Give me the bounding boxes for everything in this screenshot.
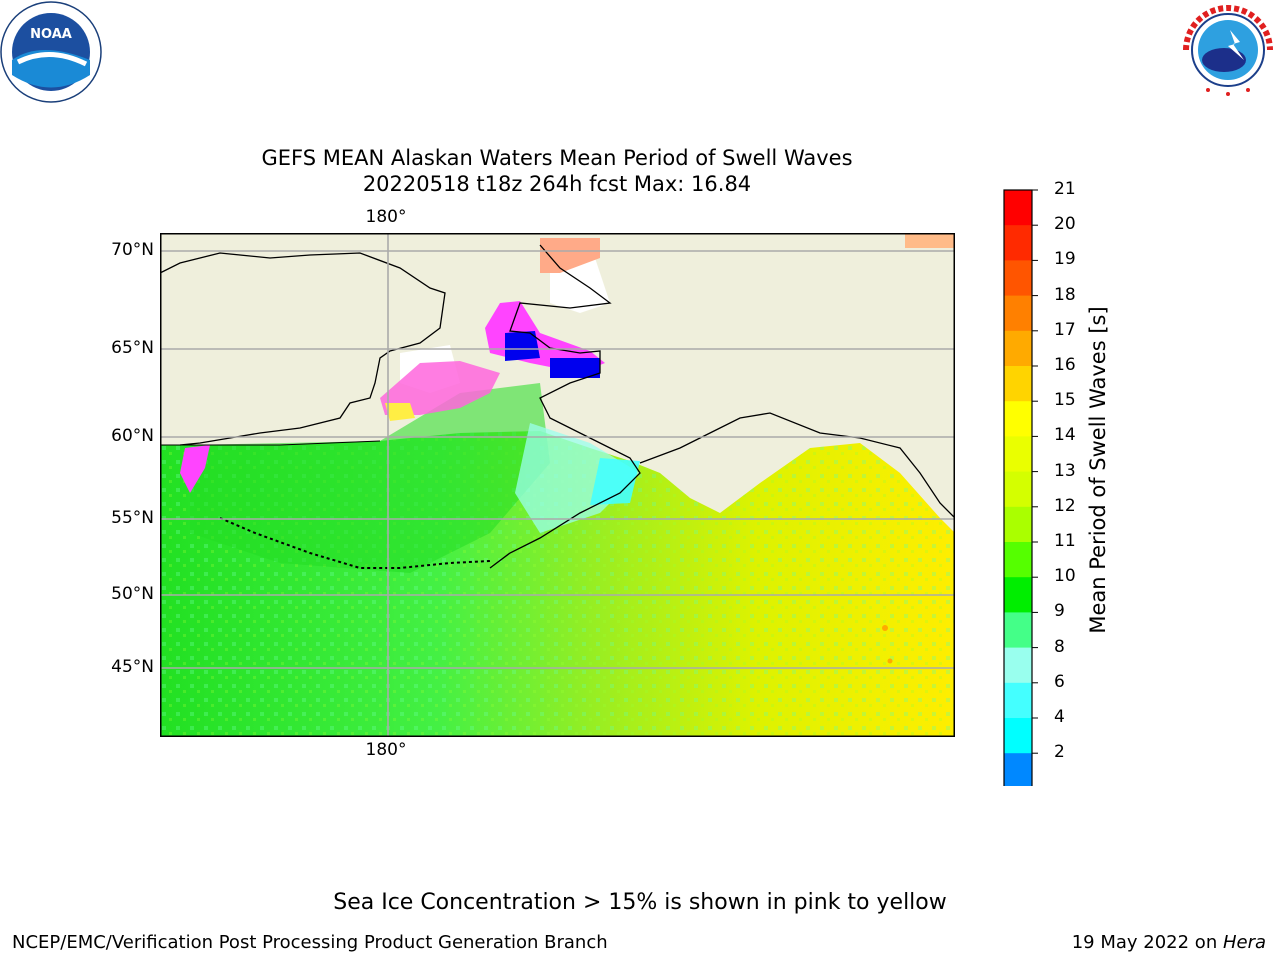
- colorbar-tick-label: 4: [1054, 707, 1065, 727]
- colorbar-segment: [1004, 436, 1032, 473]
- colorbar-tick-label: 9: [1054, 601, 1065, 622]
- colorbar-segment: [1004, 577, 1032, 613]
- sea-ice-area: [540, 238, 600, 273]
- gridlines: [160, 233, 955, 737]
- bristol-bay-field: [515, 423, 640, 533]
- colorbar-tick-label: 6: [1054, 671, 1065, 692]
- aleutian-islands: [219, 517, 491, 569]
- colorbar-frame: [1003, 189, 1033, 786]
- colorbar-tick-label: 15: [1054, 390, 1076, 411]
- colorbar-segment: [1004, 647, 1032, 684]
- colorbar-tick-label: 13: [1054, 460, 1076, 481]
- coastline-alaska-south: [639, 412, 955, 519]
- lat-label-60: 60°N: [111, 426, 154, 446]
- colorbar-tick-label: 12: [1054, 495, 1076, 516]
- footer-date-text: 19 May 2022 on: [1071, 932, 1223, 953]
- colorbar-segment: [1004, 225, 1032, 261]
- noaa-logo: NOAA: [0, 1, 102, 103]
- colorbar-tick-label: 19: [1054, 249, 1076, 270]
- lon-label-bottom: 180°: [365, 740, 407, 760]
- noaa-logo-text: NOAA: [30, 27, 72, 42]
- colorbar-segment: [1004, 542, 1032, 578]
- map-frame: [160, 233, 955, 737]
- colorbar-tick-label: 8: [1054, 636, 1065, 657]
- sea-ice-area: [380, 361, 500, 415]
- colorbar-segment: [1004, 330, 1032, 367]
- footer-date: 19 May 2022 on Hera: [1072, 932, 1266, 953]
- colorbar-segment: [1004, 718, 1032, 754]
- footer-branch: NCEP/EMC/Verification Post Processing Pr…: [12, 932, 608, 953]
- bering-sea-field: [190, 383, 550, 573]
- colorbar-tick-label: 21: [1054, 179, 1076, 199]
- colorbar: [1003, 189, 1038, 786]
- colorbar-title: Mean Period of Swell Waves [s]: [1086, 306, 1110, 634]
- nws-logo: [1182, 4, 1274, 96]
- colorbar-tick-label: 11: [1054, 531, 1076, 551]
- colorbar-tick-label: 14: [1054, 425, 1076, 446]
- colorbar-segment: [1004, 190, 1032, 226]
- bristol-bay-cyan: [590, 458, 640, 505]
- colorbar-tick-label: 18: [1054, 284, 1076, 305]
- coastline-russia: [160, 252, 446, 446]
- colorbar-tick-label: 17: [1054, 319, 1076, 340]
- colorbar-segment: [1004, 506, 1032, 543]
- lat-label-50: 50°N: [111, 584, 154, 604]
- sea-ice-area: [550, 358, 600, 378]
- lat-label-55: 55°N: [111, 508, 154, 528]
- colorbar-segment: [1004, 260, 1032, 297]
- colorbar-segment: [1004, 612, 1032, 649]
- colorbar-segment: [1004, 682, 1032, 719]
- coastline-kamchatka: [160, 440, 381, 446]
- lat-label-65: 65°N: [111, 338, 154, 358]
- map-panel: [160, 233, 955, 737]
- colorbar-segment: [1004, 471, 1032, 508]
- coastline-alaska-west: [489, 244, 641, 569]
- max-period-spot: [887, 658, 893, 664]
- max-period-spot: [882, 625, 888, 631]
- sea-ice-area: [385, 403, 415, 421]
- chart-title-line2: 20220518 t18z 264h fcst Max: 16.84: [362, 172, 752, 196]
- colorbar-segment: [1004, 366, 1032, 402]
- colorbar-tick-label: 10: [1054, 566, 1076, 587]
- lon-label-top: 180°: [365, 207, 407, 227]
- sea-ice-note: Sea Ice Concentration > 15% is shown in …: [333, 890, 947, 915]
- lat-label-70: 70°N: [111, 240, 154, 260]
- colorbar-tick-label: 20: [1054, 214, 1076, 235]
- colorbar-segment: [1004, 401, 1032, 437]
- colorbar-tick-label: 16: [1054, 355, 1076, 375]
- sea-ice-area: [180, 445, 210, 493]
- colorbar-segment: [1004, 753, 1032, 786]
- sea-ice-area: [905, 233, 955, 248]
- colorbar-segment: [1004, 295, 1032, 332]
- footer-host: Hera: [1222, 932, 1266, 953]
- colorbar-tick-label: 2: [1054, 742, 1065, 763]
- chart-title-line1: GEFS MEAN Alaskan Waters Mean Period of …: [261, 146, 853, 170]
- sea-ice-area: [505, 331, 540, 361]
- lat-label-45: 45°N: [111, 657, 154, 677]
